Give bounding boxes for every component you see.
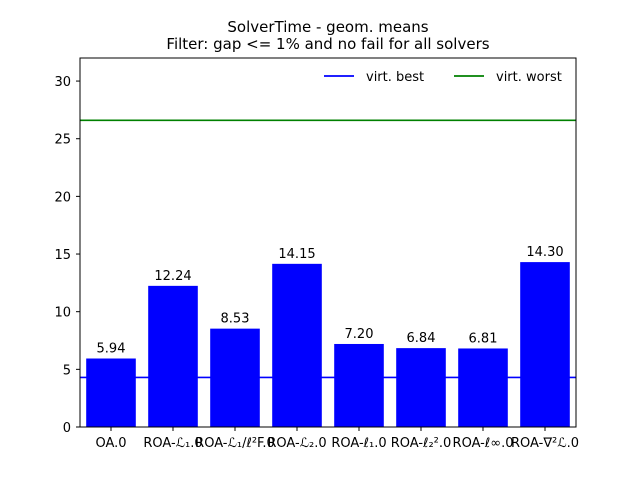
y-tick-label: 25	[54, 133, 71, 148]
y-tick-label: 0	[63, 421, 71, 436]
x-tick-label: ROA-ℓ₂².0	[391, 436, 452, 451]
legend-label: virt. worst	[496, 70, 562, 85]
bar-value-label: 6.81	[469, 331, 498, 346]
y-tick-label: 15	[54, 248, 71, 263]
bar	[148, 285, 198, 427]
legend-item: virt. worst	[454, 70, 562, 85]
chart-subtitle: Filter: gap <= 1% and no fail for all so…	[166, 35, 489, 53]
bar	[458, 348, 508, 427]
axes-frame	[79, 57, 577, 428]
x-tick-label: OA.0	[95, 436, 126, 451]
legend-item: virt. best	[324, 70, 424, 85]
bar-value-label: 14.15	[278, 247, 315, 262]
bar	[272, 263, 322, 427]
y-tick-label: 5	[63, 363, 71, 378]
x-tick-label: ROA-ℒ₁.0	[143, 436, 202, 451]
legend-label: virt. best	[366, 70, 424, 85]
bar-value-label: 12.24	[154, 269, 191, 284]
y-tick-label: 10	[54, 306, 71, 321]
bar	[520, 262, 570, 427]
bar	[334, 343, 384, 427]
chart-title: SolverTime - geom. means	[227, 18, 428, 36]
x-tick-label: ROA-ℒ₂.0	[267, 436, 326, 451]
bar-value-label: 6.84	[407, 331, 436, 346]
bar	[86, 358, 136, 427]
plot-area: 5.94 OA.0 12.24 ROA-ℒ₁.0 8.53 ROA-ℒ₁/ℓ²F.0 14.…	[54, 57, 579, 451]
x-tick-label: ROA-ℒ₁/ℓ²F.0	[195, 436, 275, 451]
bar-value-label: 8.53	[221, 312, 250, 327]
x-tick-label: ROA-ℓ∞.0	[453, 436, 514, 451]
x-tick-label: ROA-ℓ₁.0	[331, 436, 386, 451]
bar-value-label: 5.94	[97, 342, 126, 357]
y-tick-label: 20	[54, 190, 71, 205]
bar-value-label: 7.20	[345, 327, 374, 342]
legend: virt. best virt. worst	[324, 70, 562, 85]
y-tick-label: 30	[54, 75, 71, 90]
x-tick-label: ROA-∇²ℒ.0	[511, 436, 579, 451]
bar	[396, 348, 446, 427]
bar-value-label: 14.30	[526, 245, 563, 260]
